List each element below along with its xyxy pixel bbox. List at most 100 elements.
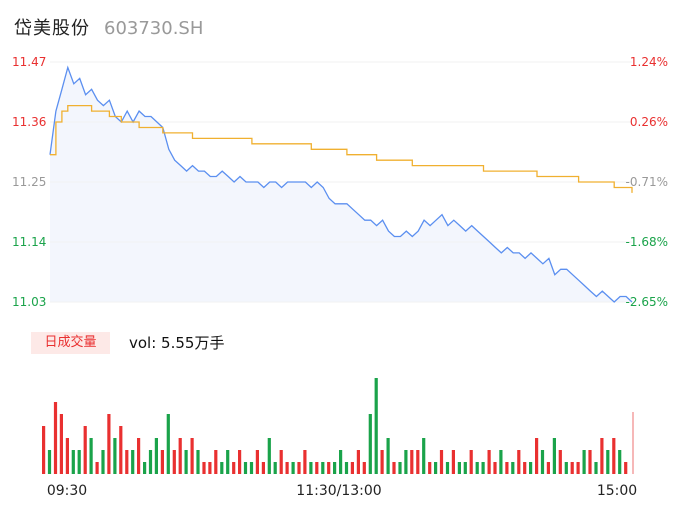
volume-bar: [624, 462, 628, 474]
volume-bar: [422, 438, 426, 474]
volume-bar: [576, 462, 580, 474]
volume-bar: [303, 450, 307, 474]
volume-bar: [594, 462, 598, 474]
x-tick-label: 15:00: [597, 483, 637, 499]
volume-bar: [511, 462, 515, 474]
volume-bar: [107, 414, 111, 474]
volume-bar: [226, 450, 230, 474]
volume-bar: [523, 462, 527, 474]
y-tick-percent: -1.68%: [626, 235, 668, 249]
volume-bars: [42, 378, 634, 474]
volume-bar: [101, 450, 105, 474]
volume-bar: [53, 402, 58, 474]
volume-bar: [184, 450, 188, 474]
volume-bar: [321, 462, 325, 474]
volume-bar: [600, 438, 604, 474]
volume-bar: [469, 450, 473, 474]
volume-bar: [113, 438, 117, 474]
volume-bar: [493, 462, 497, 474]
volume-bar: [255, 450, 259, 474]
volume-bar: [327, 462, 331, 474]
volume-bar: [232, 462, 236, 474]
volume-bar: [47, 450, 52, 474]
volume-bar: [517, 450, 521, 474]
volume-bar: [350, 462, 354, 474]
volume-bar: [220, 462, 224, 474]
y-tick-price: 11.47: [12, 55, 46, 69]
y-axis-labels: 11.47 1.24% 11.36 0.26% 11.25 -0.71% 11.14 -1.6…: [12, 55, 668, 309]
volume-bar: [386, 438, 390, 474]
chart-header: 岱美股份 603730.SH: [14, 14, 204, 39]
volume-bar: [137, 438, 141, 474]
volume-bar: [374, 378, 378, 474]
volume-bar: [428, 462, 432, 474]
volume-bar: [505, 462, 509, 474]
volume-bar: [196, 450, 200, 474]
volume-bar: [439, 450, 444, 474]
volume-bar: [606, 450, 610, 474]
volume-bar: [546, 462, 550, 474]
volume-bar: [59, 414, 63, 474]
volume-bar: [487, 450, 491, 474]
volume-bar: [398, 462, 402, 474]
volume-bar: [273, 462, 277, 474]
volume-bar: [172, 450, 176, 474]
volume-bar: [297, 462, 301, 474]
price-line: [49, 65, 633, 303]
volume-bar: [434, 462, 438, 474]
volume-bar: [404, 450, 408, 474]
stock-name: 岱美股份: [14, 18, 90, 39]
volume-bar: [83, 426, 87, 474]
x-tick-label: 09:30: [47, 483, 87, 499]
y-tick-percent: -2.65%: [626, 295, 668, 309]
volume-bar: [475, 462, 479, 474]
volume-bar: [339, 450, 343, 474]
volume-bar: [499, 450, 503, 474]
y-tick-price: 11.03: [12, 295, 46, 309]
volume-bar: [333, 462, 337, 474]
y-tick-percent: 1.24%: [630, 55, 668, 69]
volume-bar: [202, 462, 206, 474]
volume-bar: [481, 462, 485, 474]
volume-bar: [463, 462, 467, 474]
volume-bar: [238, 450, 242, 474]
price-area-fill: [50, 67, 632, 302]
volume-bar: [143, 462, 147, 474]
volume-bar: [71, 450, 75, 474]
volume-bar: [214, 450, 218, 474]
volume-bar: [208, 462, 212, 474]
volume-bar: [410, 450, 414, 474]
stock-code: 603730.SH: [104, 18, 204, 39]
volume-bar: [618, 450, 622, 474]
y-tick-percent: -0.71%: [626, 175, 668, 189]
price-grid: [50, 61, 632, 303]
volume-bar: [540, 450, 545, 474]
y-tick-price: 11.25: [12, 175, 46, 189]
volume-bar: [588, 450, 592, 474]
volume-bar: [315, 462, 319, 474]
volume-bar: [42, 426, 46, 474]
volume-bar: [344, 462, 349, 474]
volume-bar: [148, 450, 153, 474]
volume-bar: [535, 438, 539, 474]
volume-bar: [243, 462, 248, 474]
volume-bar: [279, 450, 283, 474]
x-tick-label: 11:30/13:00: [296, 483, 381, 499]
volume-bar: [380, 450, 384, 474]
y-tick-percent: 0.26%: [630, 115, 668, 129]
volume-bar: [392, 462, 396, 474]
volume-bar: [125, 450, 129, 474]
volume-bar: [160, 450, 164, 474]
volume-bar: [190, 438, 194, 474]
volume-bar: [362, 462, 366, 474]
volume-bar: [457, 462, 461, 474]
volume-bar: [529, 462, 533, 474]
volume-bar: [558, 450, 562, 474]
volume-text: vol: 5.55万手: [129, 334, 225, 352]
volume-bar: [77, 450, 81, 474]
price-area: [50, 67, 632, 302]
volume-bar: [552, 438, 556, 474]
volume-bar: [95, 462, 99, 474]
volume-bar: [131, 450, 135, 474]
volume-bar: [285, 462, 289, 474]
